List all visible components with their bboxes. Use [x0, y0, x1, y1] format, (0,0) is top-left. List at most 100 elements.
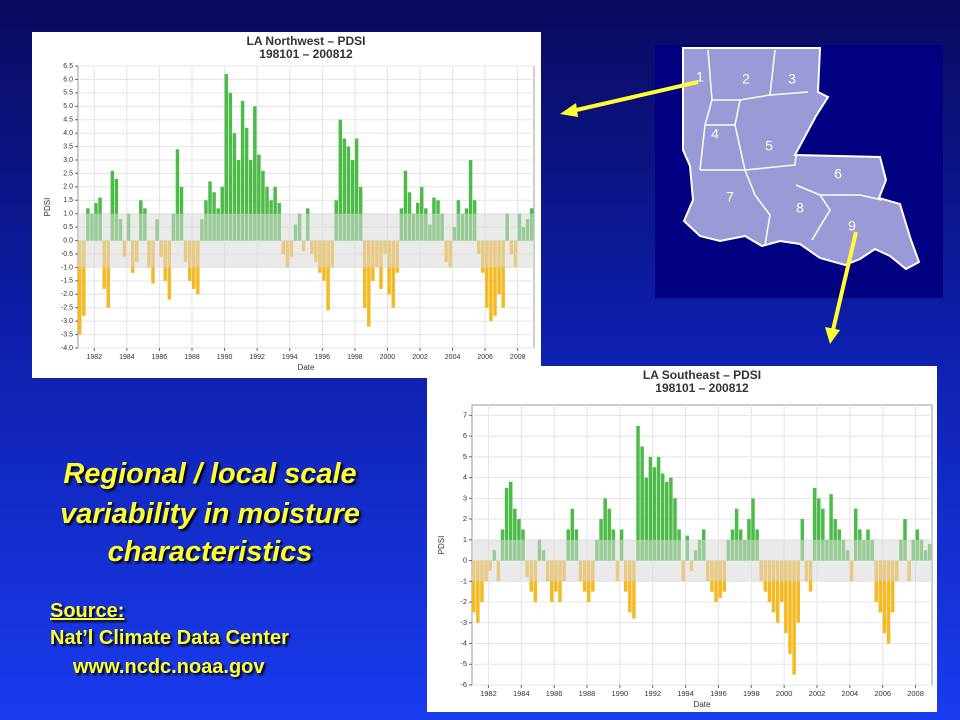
x-tick-label: 1984: [513, 689, 530, 698]
x-tick-label: 1992: [644, 689, 661, 698]
bar: [648, 456, 653, 561]
bar: [472, 560, 476, 613]
division-label: 2: [742, 71, 750, 87]
bar: [489, 240, 493, 322]
source-url: www.ncdc.noaa.gov: [73, 656, 265, 678]
bar: [821, 508, 825, 561]
bar: [342, 138, 347, 241]
bar: [504, 487, 509, 561]
x-tick-label: 1988: [579, 689, 596, 698]
bar: [882, 560, 887, 634]
y-tick-label: 7: [463, 410, 467, 419]
y-tick-label: -4.0: [61, 345, 73, 352]
bar: [628, 560, 632, 613]
y-tick-label: 4: [463, 473, 467, 482]
x-tick-label: 1982: [86, 354, 102, 361]
bar: [644, 477, 648, 561]
division-label: 5: [765, 138, 773, 154]
x-tick-label: 2008: [510, 354, 526, 361]
y-tick-label: -0.5: [61, 251, 73, 258]
arrow-head: [825, 327, 840, 344]
division-label: 1: [696, 69, 704, 85]
x-axis-label: Date: [298, 363, 315, 372]
bar: [890, 560, 895, 613]
y-tick-label: -1.0: [61, 264, 73, 271]
bar: [878, 560, 883, 613]
bar: [501, 240, 505, 308]
bar: [886, 560, 891, 644]
x-tick-label: 1982: [480, 689, 497, 698]
bar: [636, 425, 640, 561]
x-tick-label: 2006: [477, 354, 493, 361]
y-tick-label: -1.5: [61, 278, 73, 285]
y-tick-label: 2: [463, 514, 467, 523]
y-tick-label: 0.0: [63, 237, 73, 244]
division-label: 3: [788, 71, 796, 87]
bar: [232, 133, 237, 241]
division-borders: [699, 49, 883, 246]
x-tick-label: 2008: [907, 689, 924, 698]
bar: [468, 160, 473, 241]
bar: [114, 178, 119, 241]
y-tick-label: 1.0: [63, 211, 73, 218]
bar: [652, 467, 657, 561]
y-tick-label: 0: [463, 556, 467, 565]
louisiana-map: [682, 47, 921, 271]
bar: [363, 240, 367, 308]
x-tick-label: 1998: [743, 689, 760, 698]
bar: [673, 498, 677, 561]
y-axis-label: PDSI: [437, 536, 446, 555]
division-label: 7: [726, 189, 734, 205]
bar: [603, 498, 607, 561]
y-tick-label: 1: [463, 535, 467, 544]
neutral-band: [472, 539, 932, 582]
bar: [751, 498, 755, 561]
y-tick-label: 1.5: [63, 197, 73, 204]
division-label: 9: [848, 218, 856, 234]
bar: [224, 74, 229, 241]
y-tick-label: 4.0: [63, 130, 73, 137]
bar: [775, 560, 780, 623]
bar: [391, 240, 395, 308]
y-tick-label: -3: [460, 618, 467, 627]
x-tick-label: 2002: [412, 354, 428, 361]
y-tick-label: 3.0: [63, 157, 73, 164]
bar: [208, 181, 212, 241]
y-tick-label: 6.0: [63, 76, 73, 83]
bar: [640, 446, 644, 561]
bar: [261, 170, 265, 241]
y-tick-label: -2.5: [61, 305, 73, 312]
bar: [228, 92, 233, 241]
bar: [784, 560, 788, 634]
bar: [167, 240, 172, 300]
y-tick-label: 2.5: [63, 170, 73, 177]
x-tick-label: 2000: [380, 354, 396, 361]
bar: [110, 170, 115, 241]
bar: [796, 560, 800, 623]
y-tick-label: 0.5: [63, 224, 73, 231]
bar: [656, 456, 661, 561]
arrow-head: [560, 103, 578, 117]
caption-line: characteristics: [107, 536, 313, 568]
bar: [106, 240, 110, 308]
y-axis-label: PDSI: [43, 198, 52, 217]
x-tick-label: 1994: [677, 689, 694, 698]
bar: [244, 127, 249, 241]
bar: [665, 481, 669, 561]
x-tick-label: 2004: [445, 354, 461, 361]
y-tick-label: 5.5: [63, 90, 73, 97]
bar: [338, 119, 343, 241]
x-tick-label: 1986: [152, 354, 168, 361]
bar: [812, 487, 817, 561]
chart-subtitle: 198101 – 200812: [655, 381, 749, 395]
bar: [632, 560, 636, 619]
x-tick-label: 1996: [314, 354, 330, 361]
chart-title: LA Northwest – PDSI: [247, 34, 366, 48]
x-tick-label: 1992: [249, 354, 265, 361]
y-tick-label: -5: [460, 659, 467, 668]
y-tick-label: 6: [463, 431, 467, 440]
x-tick-label: 1998: [347, 354, 363, 361]
arrow: [831, 231, 858, 331]
source-org: Nat’l Climate Data Center: [50, 627, 289, 649]
